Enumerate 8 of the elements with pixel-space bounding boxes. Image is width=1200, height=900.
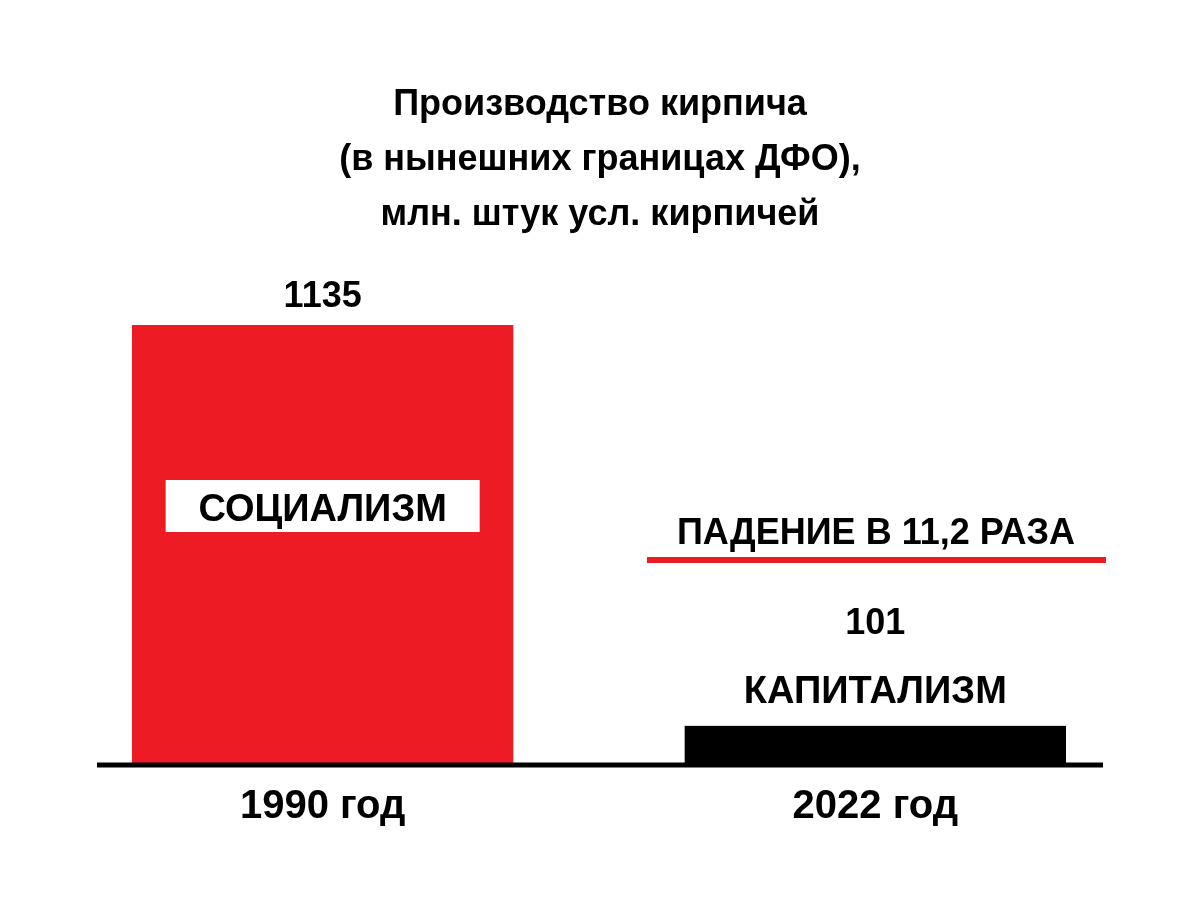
x-tick-label: 1990 год (239, 782, 406, 826)
annotation: СОЦИАЛИЗМ (198, 487, 447, 529)
data-label: 101 (845, 601, 906, 642)
data-label: 1135 (283, 274, 362, 315)
chart-title: Производство кирпича (в нынешних границах ДФО), млн. штук усл. кирпичей (339, 82, 861, 233)
annotation: ПАДЕНИЕ В 11,2 РАЗА (676, 511, 1076, 552)
annotation: КАПИТАЛИЗМ (743, 669, 1007, 711)
x-tick-label: 2022 год (792, 782, 959, 826)
